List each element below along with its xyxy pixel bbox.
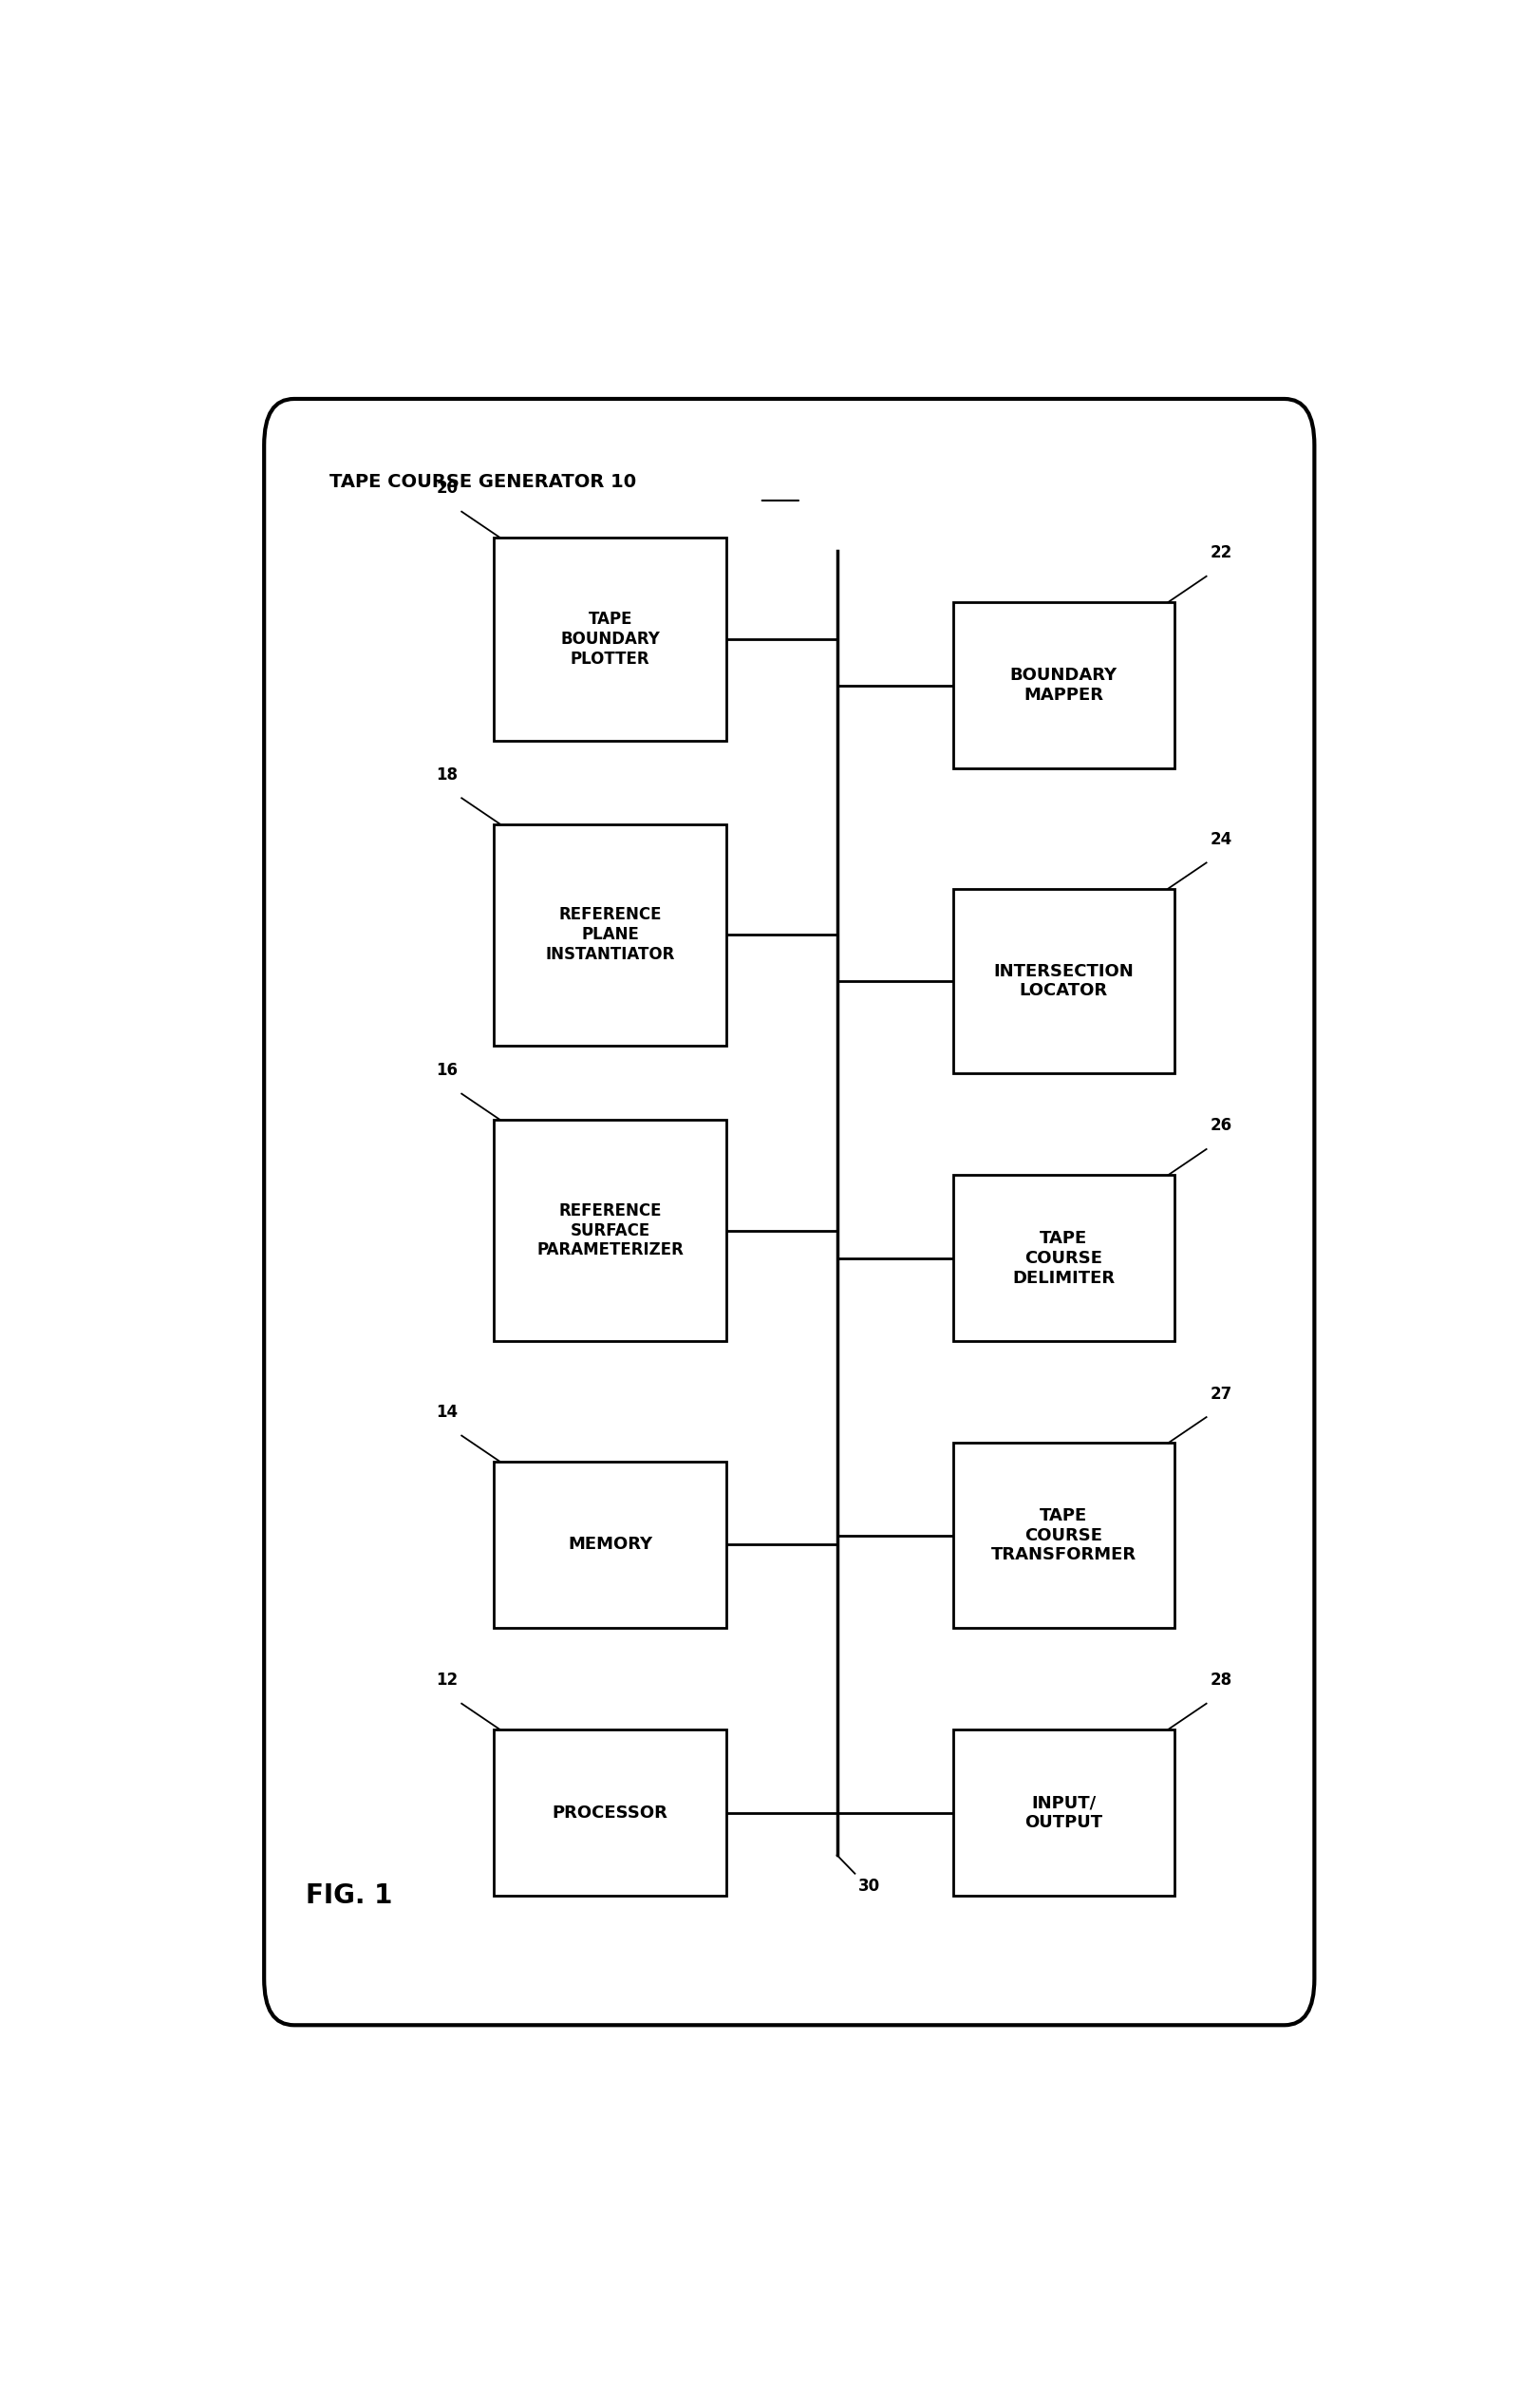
FancyBboxPatch shape — [953, 1442, 1173, 1627]
Text: REFERENCE
SURFACE
PARAMETERIZER: REFERENCE SURFACE PARAMETERIZER — [537, 1202, 684, 1258]
Text: TAPE
COURSE
DELIMITER: TAPE COURSE DELIMITER — [1012, 1229, 1115, 1286]
Text: INTERSECTION
LOCATOR: INTERSECTION LOCATOR — [993, 962, 1133, 998]
Text: FIG. 1: FIG. 1 — [306, 1882, 393, 1908]
Text: 27: 27 — [1210, 1385, 1232, 1402]
FancyBboxPatch shape — [265, 398, 1315, 2026]
Text: 22: 22 — [1210, 545, 1232, 562]
Text: PROCESSOR: PROCESSOR — [553, 1805, 668, 1822]
FancyBboxPatch shape — [494, 538, 727, 742]
FancyBboxPatch shape — [953, 602, 1173, 768]
FancyBboxPatch shape — [953, 888, 1173, 1073]
FancyBboxPatch shape — [494, 1462, 727, 1627]
Text: BOUNDARY
MAPPER: BOUNDARY MAPPER — [1010, 667, 1118, 703]
FancyBboxPatch shape — [494, 1730, 727, 1896]
Text: 20: 20 — [436, 480, 457, 497]
Text: 14: 14 — [436, 1404, 457, 1421]
Text: 24: 24 — [1210, 830, 1232, 847]
Text: TAPE
BOUNDARY
PLOTTER: TAPE BOUNDARY PLOTTER — [561, 612, 661, 667]
Text: 16: 16 — [436, 1061, 457, 1080]
FancyBboxPatch shape — [953, 1730, 1173, 1896]
Text: TAPE COURSE GENERATOR 10: TAPE COURSE GENERATOR 10 — [330, 473, 636, 492]
FancyBboxPatch shape — [494, 1118, 727, 1342]
FancyBboxPatch shape — [953, 1176, 1173, 1342]
Text: 30: 30 — [858, 1877, 881, 1894]
Text: REFERENCE
PLANE
INSTANTIATOR: REFERENCE PLANE INSTANTIATOR — [545, 907, 675, 962]
Text: 18: 18 — [436, 766, 457, 782]
Text: TAPE
COURSE
TRANSFORMER: TAPE COURSE TRANSFORMER — [992, 1507, 1137, 1565]
FancyBboxPatch shape — [494, 823, 727, 1046]
Text: 12: 12 — [436, 1673, 457, 1690]
Text: 26: 26 — [1210, 1118, 1232, 1135]
Text: MEMORY: MEMORY — [568, 1536, 653, 1553]
Text: 28: 28 — [1210, 1673, 1232, 1690]
Text: INPUT/
OUTPUT: INPUT/ OUTPUT — [1024, 1795, 1103, 1831]
